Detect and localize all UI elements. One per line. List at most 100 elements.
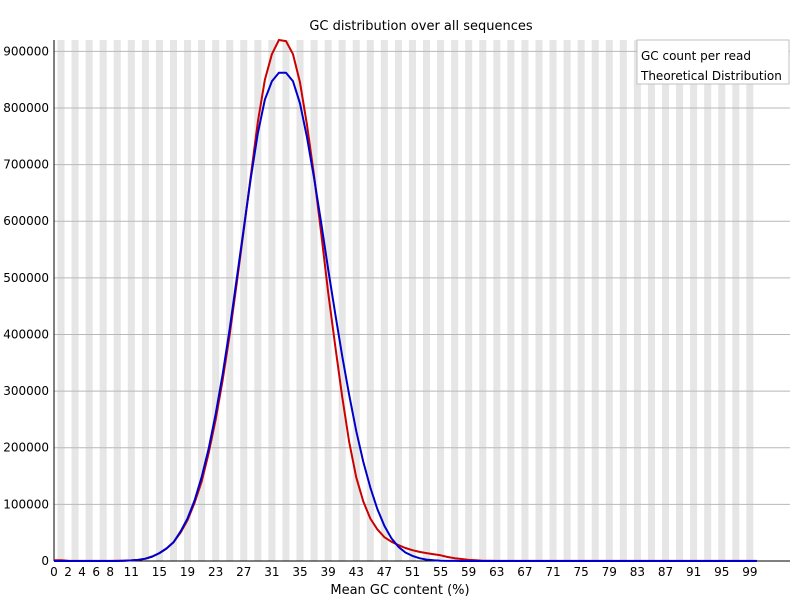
background-band bbox=[633, 40, 641, 561]
background-band bbox=[85, 40, 93, 561]
background-band bbox=[366, 40, 374, 561]
y-tick-label: 700000 bbox=[3, 158, 49, 172]
x-tick-label: 59 bbox=[461, 565, 476, 579]
background-band bbox=[408, 40, 416, 561]
x-tick-label: 79 bbox=[602, 565, 617, 579]
y-tick-label: 500000 bbox=[3, 271, 49, 285]
y-tick-labels: 0 100000 200000 300000 400000 500000 600000 700… bbox=[3, 44, 49, 568]
background-band bbox=[268, 40, 276, 561]
x-tick-labels: 0 2 4 6 8 11 15 19 23 27 31 35 39 43 47 51 55 59 63 67 71 75 7… bbox=[50, 565, 757, 579]
background-band bbox=[704, 40, 712, 561]
background-band bbox=[619, 40, 627, 561]
background-band bbox=[732, 40, 740, 561]
x-tick-label: 51 bbox=[405, 565, 420, 579]
x-tick-label: 6 bbox=[92, 565, 100, 579]
background-bands bbox=[57, 40, 754, 561]
background-band bbox=[198, 40, 206, 561]
series-line-theoretical bbox=[54, 71, 757, 562]
y-tick-label: 100000 bbox=[3, 497, 49, 511]
x-tick-label: 31 bbox=[264, 565, 279, 579]
legend: GC count per read Theoretical Distributi… bbox=[636, 39, 790, 85]
x-tick-label: 4 bbox=[78, 565, 86, 579]
background-band bbox=[591, 40, 599, 561]
x-axis-label: Mean GC content (%) bbox=[330, 583, 469, 598]
background-band bbox=[535, 40, 543, 561]
y-tick-label: 200000 bbox=[3, 441, 49, 455]
x-tick-label: 35 bbox=[292, 565, 307, 579]
background-band bbox=[99, 40, 107, 561]
background-band bbox=[169, 40, 178, 561]
x-tick-label: 67 bbox=[517, 565, 532, 579]
background-band bbox=[296, 40, 304, 561]
background-band bbox=[718, 40, 726, 561]
background-band bbox=[563, 40, 571, 561]
y-tick-label: 800000 bbox=[3, 101, 49, 115]
background-band bbox=[746, 40, 754, 561]
background-band bbox=[338, 40, 346, 561]
x-tick-label: 71 bbox=[545, 565, 560, 579]
background-band bbox=[676, 40, 684, 561]
background-band bbox=[661, 40, 670, 561]
x-tick-label: 39 bbox=[320, 565, 335, 579]
legend-box bbox=[636, 39, 790, 85]
background-band bbox=[465, 40, 473, 561]
background-band bbox=[549, 40, 557, 561]
background-band bbox=[394, 40, 402, 561]
y-tick-label: 900000 bbox=[3, 44, 49, 58]
background-band bbox=[605, 40, 613, 561]
x-tick-label: 47 bbox=[377, 565, 392, 579]
x-tick-label: 55 bbox=[433, 565, 448, 579]
background-band bbox=[521, 40, 529, 561]
x-tick-label: 95 bbox=[714, 565, 729, 579]
background-band bbox=[113, 40, 121, 561]
x-tick-label: 83 bbox=[630, 565, 645, 579]
legend-entry-theoretical: Theoretical Distribution bbox=[640, 69, 782, 83]
background-band bbox=[57, 40, 65, 561]
x-tick-label: 15 bbox=[152, 565, 167, 579]
background-band bbox=[493, 40, 501, 561]
background-band bbox=[226, 40, 234, 561]
x-tick-label: 19 bbox=[180, 565, 195, 579]
background-band bbox=[451, 40, 459, 561]
x-tick-label: 91 bbox=[686, 565, 701, 579]
background-band bbox=[282, 40, 290, 561]
background-band bbox=[479, 40, 487, 561]
background-band bbox=[212, 40, 220, 561]
background-band bbox=[310, 40, 318, 561]
background-band bbox=[647, 40, 655, 561]
x-tick-label: 11 bbox=[124, 565, 139, 579]
series-lines bbox=[53, 39, 757, 562]
background-band bbox=[380, 40, 388, 561]
y-tick-label: 300000 bbox=[3, 384, 49, 398]
x-tick-label: 23 bbox=[208, 565, 223, 579]
background-band bbox=[437, 40, 445, 561]
background-band bbox=[184, 40, 192, 561]
y-tick-label: 600000 bbox=[3, 214, 49, 228]
legend-entry-gc-count: GC count per read bbox=[641, 49, 751, 63]
x-tick-label: 87 bbox=[658, 565, 673, 579]
background-band bbox=[127, 40, 135, 561]
y-tick-label: 0 bbox=[41, 554, 49, 568]
x-tick-label: 2 bbox=[64, 565, 72, 579]
background-band bbox=[324, 40, 332, 561]
x-tick-label: 43 bbox=[349, 565, 364, 579]
y-tick-label: 400000 bbox=[3, 327, 49, 341]
background-band bbox=[141, 40, 149, 561]
background-band bbox=[423, 40, 431, 561]
background-band bbox=[254, 40, 262, 561]
background-band bbox=[507, 40, 515, 561]
x-tick-label: 63 bbox=[489, 565, 504, 579]
chart-title: GC distribution over all sequences bbox=[309, 19, 533, 34]
x-tick-label: 0 bbox=[50, 565, 58, 579]
background-band bbox=[155, 40, 163, 561]
background-band bbox=[352, 40, 360, 561]
x-tick-label: 8 bbox=[106, 565, 114, 579]
background-band bbox=[577, 40, 585, 561]
background-band bbox=[240, 40, 248, 561]
x-tick-label: 75 bbox=[574, 565, 589, 579]
background-band bbox=[690, 40, 698, 561]
x-tick-label: 27 bbox=[236, 565, 251, 579]
background-band bbox=[71, 40, 79, 561]
x-tick-label: 99 bbox=[742, 565, 757, 579]
